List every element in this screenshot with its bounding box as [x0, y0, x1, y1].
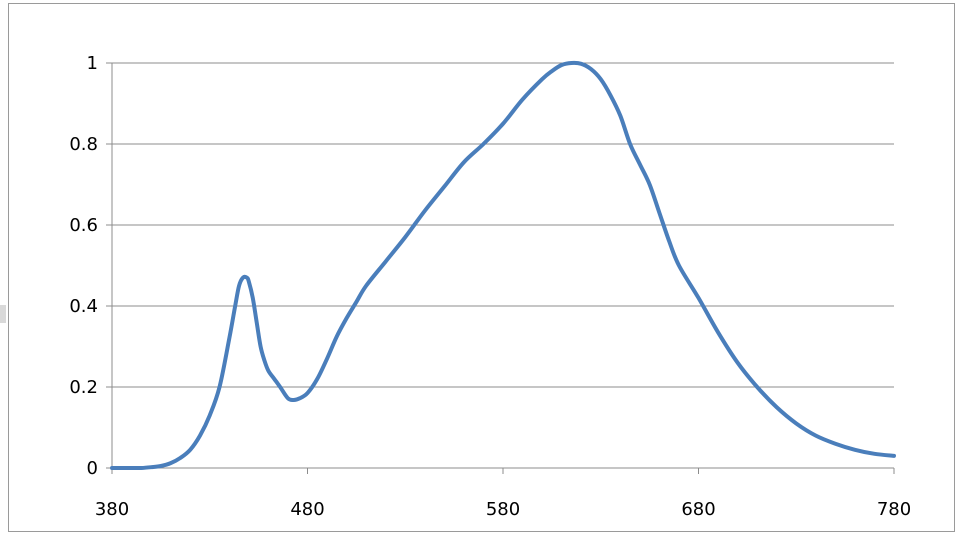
series-line-0 [110, 60, 896, 471]
x-tick-label: 380 [95, 499, 129, 520]
line-chart: 0 0.2 0.4 0.6 0.8 1 380 480 580 680 780 [69, 53, 911, 520]
axes [106, 62, 895, 474]
series-group [110, 60, 896, 471]
y-tick-label: 0.4 [69, 296, 98, 317]
y-axis-tick-labels: 0 0.2 0.4 0.6 0.8 1 [69, 53, 98, 479]
y-tick-label: 0.8 [69, 134, 98, 155]
y-tick-label: 1 [87, 53, 98, 74]
chart-frame: 0 0.2 0.4 0.6 0.8 1 380 480 580 680 780 [8, 3, 955, 532]
x-axis-tick-labels: 380 480 580 680 780 [95, 499, 911, 520]
y-tick-label: 0.2 [69, 377, 98, 398]
gridlines [112, 62, 894, 388]
side-marker [0, 305, 6, 323]
x-tick-label: 480 [290, 499, 324, 520]
x-tick-label: 680 [681, 499, 715, 520]
y-tick-label: 0.6 [69, 215, 98, 236]
x-tick-label: 780 [877, 499, 911, 520]
y-tick-label: 0 [87, 458, 98, 479]
x-tick-label: 580 [486, 499, 520, 520]
